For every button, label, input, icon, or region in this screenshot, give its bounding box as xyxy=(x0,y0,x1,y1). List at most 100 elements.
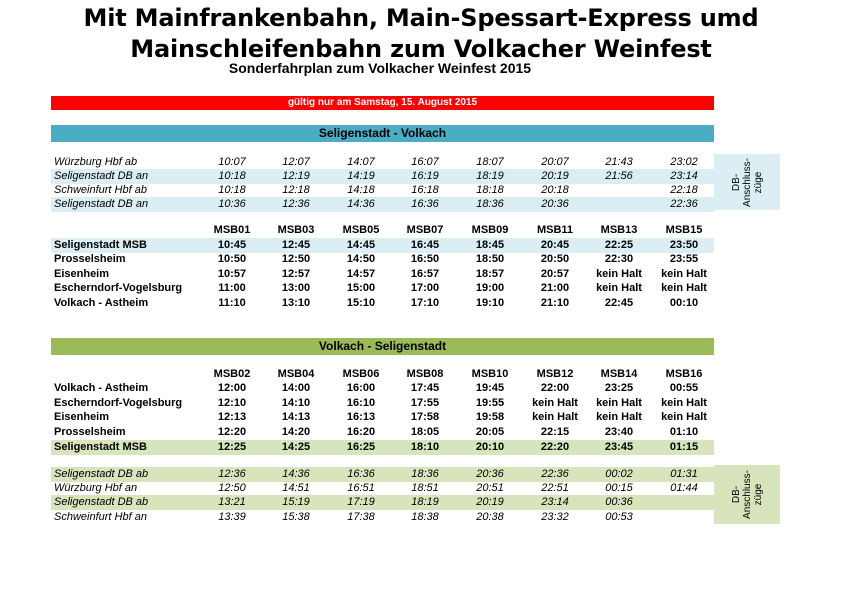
time-cell: 17:19 xyxy=(347,496,375,508)
time-cell: 20:50 xyxy=(540,253,570,265)
msb-station-row: Seligenstadt MSB 12:25 14:25 16:25 18:10 20:1… xyxy=(51,440,714,455)
time-cell: 14:51 xyxy=(282,482,310,494)
time-cell: 17:10 xyxy=(410,297,440,309)
time-cell: 20:45 xyxy=(540,239,570,251)
time-cell: 12:25 xyxy=(217,441,247,453)
time-cell: 16:13 xyxy=(346,411,376,423)
train-number: MSB15 xyxy=(665,224,703,236)
time-cell: 00:10 xyxy=(669,297,699,309)
time-cell: 16:25 xyxy=(346,441,376,453)
time-cell: 22:30 xyxy=(604,253,634,265)
station-label: Würzburg Hbf an xyxy=(54,482,138,494)
station-label: Seligenstadt MSB xyxy=(54,239,147,251)
train-number: MSB05 xyxy=(342,224,380,236)
time-cell: 20:38 xyxy=(476,511,504,523)
side-label-line: züge xyxy=(752,171,764,193)
time-cell: 21:10 xyxy=(540,297,570,309)
time-cell: 20:18 xyxy=(541,184,569,196)
train-number-row: MSB01 MSB03 MSB05 MSB07 MSB09 MSB11 MSB13 MSB15 xyxy=(51,223,714,238)
db-connection-row: Seligenstadt DB ab 13:21 15:19 17:19 18:19 20… xyxy=(51,495,714,510)
time-cell: 19:00 xyxy=(475,282,505,294)
db-connection-row: Schweinfurt Hbf an 13:39 15:38 17:38 18:38 20… xyxy=(51,510,714,525)
time-cell: 10:45 xyxy=(217,239,247,251)
time-cell: kein Halt xyxy=(661,268,707,280)
time-cell: 23:50 xyxy=(669,239,699,251)
time-cell: 18:18 xyxy=(476,184,504,196)
time-cell: 00:55 xyxy=(669,382,699,394)
time-cell: 01:15 xyxy=(669,441,699,453)
side-label-line: DB- xyxy=(730,485,742,504)
time-cell: kein Halt xyxy=(532,397,578,409)
time-cell: 14:18 xyxy=(347,184,375,196)
time-cell: 21:00 xyxy=(540,282,570,294)
time-cell: 13:21 xyxy=(218,496,246,508)
time-cell: 19:55 xyxy=(475,397,505,409)
station-label: Volkach - Astheim xyxy=(54,297,149,309)
time-cell: 16:36 xyxy=(411,198,439,210)
station-label: Escherndorf-Vogelsburg xyxy=(54,282,183,294)
time-cell: 22:18 xyxy=(670,184,698,196)
time-cell: 10:18 xyxy=(218,184,246,196)
time-cell: 16:45 xyxy=(410,239,440,251)
time-cell: 20:05 xyxy=(475,426,505,438)
time-cell: 10:36 xyxy=(218,198,246,210)
time-cell: 12:36 xyxy=(282,198,310,210)
time-cell: 10:18 xyxy=(218,170,246,182)
time-cell: 10:57 xyxy=(217,268,247,280)
time-cell: 12:20 xyxy=(217,426,247,438)
time-cell: 14:00 xyxy=(281,382,311,394)
time-cell: 16:00 xyxy=(346,382,376,394)
time-cell: 18:38 xyxy=(411,511,439,523)
time-cell: 18:45 xyxy=(475,239,505,251)
time-cell: 15:38 xyxy=(282,511,310,523)
time-cell: 14:45 xyxy=(346,239,376,251)
time-cell: 23:45 xyxy=(604,441,634,453)
validity-banner: gültig nur am Samstag, 15. August 2015 xyxy=(51,96,714,110)
page-title-line1: Mit Mainfrankenbahn, Main-Spessart-Expre… xyxy=(83,4,759,32)
station-label: Seligenstadt DB ab xyxy=(54,496,149,508)
station-label: Seligenstadt MSB xyxy=(54,441,147,453)
train-number: MSB12 xyxy=(536,368,574,380)
time-cell: 22:20 xyxy=(540,441,570,453)
station-label: Würzburg Hbf ab xyxy=(54,156,138,168)
db-connection-row: Würzburg Hbf an 12:50 14:51 16:51 18:51 20:51… xyxy=(51,481,714,496)
section1-db-side-label: DB- Anschluss- züge xyxy=(714,154,780,210)
time-cell: 14:57 xyxy=(346,268,376,280)
time-cell: kein Halt xyxy=(596,397,642,409)
time-cell: 17:58 xyxy=(410,411,440,423)
time-cell: 14:20 xyxy=(281,426,311,438)
time-cell: 16:36 xyxy=(347,468,375,480)
time-cell: 15:19 xyxy=(282,496,310,508)
time-cell: 14:36 xyxy=(347,198,375,210)
side-label-line: DB- xyxy=(730,173,742,191)
train-number: MSB09 xyxy=(471,224,509,236)
msb-station-row: Escherndorf-Vogelsburg 11:00 13:00 15:00 17:… xyxy=(51,281,714,296)
time-cell: 22:25 xyxy=(604,239,634,251)
time-cell: 11:00 xyxy=(218,282,246,294)
time-cell: 23:14 xyxy=(541,496,569,508)
time-cell: 16:19 xyxy=(411,170,439,182)
db-connection-row: Seligenstadt DB an 10:36 12:36 14:36 16:36 18… xyxy=(51,197,714,212)
time-cell: 12:36 xyxy=(218,468,246,480)
time-cell: 22:36 xyxy=(670,198,698,210)
time-cell: 17:38 xyxy=(347,511,375,523)
time-cell: 18:19 xyxy=(476,170,504,182)
db-connection-row: Schweinfurt Hbf ab 10:18 12:18 14:18 16:18 18… xyxy=(51,183,714,198)
time-cell: 10:50 xyxy=(217,253,247,265)
time-cell: 15:10 xyxy=(346,297,376,309)
time-cell: 12:18 xyxy=(282,184,310,196)
time-cell: 01:31 xyxy=(670,468,698,480)
time-cell: 23:25 xyxy=(604,382,634,394)
time-cell: 14:36 xyxy=(282,468,310,480)
time-cell: 00:15 xyxy=(605,482,633,494)
time-cell: 22:51 xyxy=(541,482,569,494)
time-cell: 23:14 xyxy=(670,170,698,182)
station-label: Seligenstadt DB an xyxy=(54,170,149,182)
time-cell: kein Halt xyxy=(532,411,578,423)
side-label-line: züge xyxy=(752,483,764,506)
page-subtitle: Sonderfahrplan zum Volkacher Weinfest 20… xyxy=(228,60,532,76)
time-cell: 23:40 xyxy=(604,426,634,438)
time-cell: 16:18 xyxy=(411,184,439,196)
time-cell: 16:57 xyxy=(410,268,440,280)
time-cell: 18:07 xyxy=(476,156,504,168)
